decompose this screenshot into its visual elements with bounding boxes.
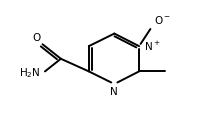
Text: N$^+$: N$^+$ [144,40,160,53]
Text: O: O [32,33,41,43]
Text: H$_2$N: H$_2$N [19,66,41,80]
Text: N: N [110,87,118,97]
Text: O$^-$: O$^-$ [154,14,171,26]
